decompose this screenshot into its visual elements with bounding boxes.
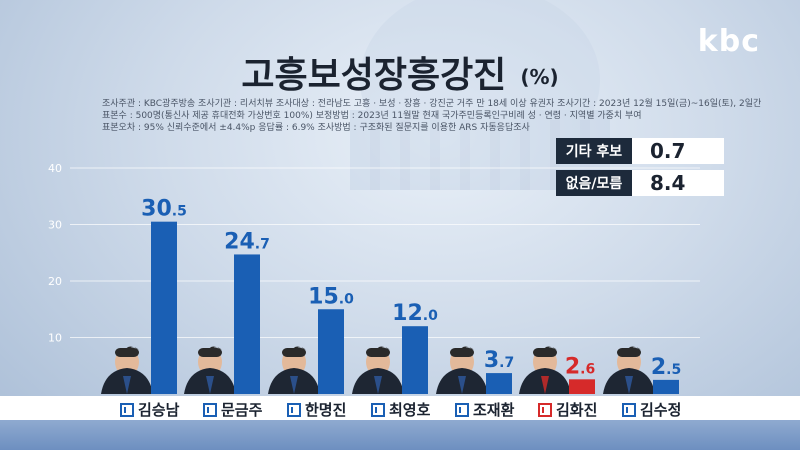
unit-label: (%) [520, 65, 559, 89]
value-label: 2.5 [651, 355, 681, 380]
title-text: 고흥보성장흥강진 [241, 55, 507, 96]
candidate-photo-tie [458, 376, 466, 394]
survey-meta-line-2: 표본수 : 500명(통신사 제공 휴대전화 가상번호 100%) 보정방법 :… [102, 111, 642, 121]
candidate-name-label: 조재환 [473, 401, 515, 419]
party-logo-icon [287, 402, 301, 417]
other-candidate-value: 0.7 [632, 138, 724, 164]
y-tick-label: 30 [48, 219, 62, 232]
candidate-photo-hair [208, 346, 222, 352]
candidate-photo-tie [290, 376, 298, 394]
value-label: 15.0 [308, 284, 354, 309]
party-logo-icon [538, 402, 552, 417]
none-unknown-row: 없음/모름 8.4 [556, 170, 724, 196]
kbc-logo: kbc [697, 24, 760, 59]
candidate-name-label: 김화진 [556, 401, 598, 419]
party-logo-icon [203, 402, 217, 417]
candidate-photo-hair-top [282, 348, 306, 357]
candidate-name-2: 한명진 [287, 399, 346, 420]
candidate-photo-hair [376, 346, 390, 352]
party-logo-icon [371, 402, 385, 417]
candidate-photo-tie [123, 376, 131, 394]
other-results-table: 기타 후보 0.7 없음/모름 8.4 [556, 138, 724, 202]
candidate-photo-hair-top [450, 348, 474, 357]
candidate-photo-hair-top [617, 348, 641, 357]
other-candidate-row: 기타 후보 0.7 [556, 138, 724, 164]
candidate-photo-hair [460, 346, 474, 352]
candidate-photo-tie [206, 376, 214, 394]
bar-김수정 [653, 379, 679, 394]
y-tick-label: 20 [48, 275, 62, 288]
party-logo-icon [120, 402, 134, 417]
candidate-name-3: 최영호 [371, 399, 430, 420]
candidate-name-label: 최영호 [389, 401, 431, 419]
survey-meta-line-3: 표본오차 : 95% 신뢰수준에서 ±4.4%p 응답률 : 6.9% 조사방법… [102, 123, 530, 133]
candidate-name-6: 김수정 [622, 399, 681, 420]
bar-조재환 [486, 373, 512, 394]
y-tick-label: 10 [48, 332, 62, 345]
candidate-name-label: 한명진 [305, 401, 347, 419]
party-logo-icon [455, 402, 469, 417]
bar-김승남 [151, 221, 177, 394]
candidate-photo-tie [625, 376, 633, 394]
candidate-name-label: 김승남 [138, 401, 180, 419]
candidate-name-label: 김수정 [640, 401, 682, 419]
value-label: 2.6 [565, 354, 595, 379]
footer-bar [0, 420, 800, 450]
candidate-photo-hair-top [366, 348, 390, 357]
y-tick-label: 40 [48, 162, 62, 175]
candidate-photo-tie [541, 376, 549, 394]
candidate-photo-hair [292, 346, 306, 352]
candidate-photo-hair [125, 346, 139, 352]
none-unknown-value: 8.4 [632, 170, 724, 196]
candidate-name-1: 문금주 [203, 399, 262, 420]
bar-김화진 [569, 379, 595, 394]
bar-최영호 [402, 326, 428, 394]
candidate-name-5: 김화진 [538, 399, 597, 420]
value-label: 12.0 [392, 301, 438, 326]
candidate-photo-hair [627, 346, 641, 352]
other-candidate-label: 기타 후보 [556, 138, 632, 164]
candidate-photo-hair-top [533, 348, 557, 357]
bar-한명진 [318, 309, 344, 394]
candidate-name-0: 김승남 [120, 399, 179, 420]
candidate-photo-hair-top [198, 348, 222, 357]
value-label: 3.7 [484, 348, 514, 373]
candidate-photo-hair [543, 346, 557, 352]
chart-title: 고흥보성장흥강진 (%) [0, 46, 800, 98]
party-logo-icon [622, 402, 636, 417]
survey-meta-line-1: 조사주관 : KBC광주방송 조사기관 : 리서치뷰 조사대상 : 전라남도 고… [102, 99, 762, 109]
candidate-name-label: 문금주 [221, 401, 263, 419]
none-unknown-label: 없음/모름 [556, 170, 632, 196]
candidate-photo-hair-top [115, 348, 139, 357]
candidate-photo-tie [374, 376, 382, 394]
value-label: 30.5 [141, 197, 187, 222]
bar-문금주 [234, 254, 260, 394]
candidate-name-4: 조재환 [455, 399, 514, 420]
value-label: 24.7 [224, 229, 270, 254]
